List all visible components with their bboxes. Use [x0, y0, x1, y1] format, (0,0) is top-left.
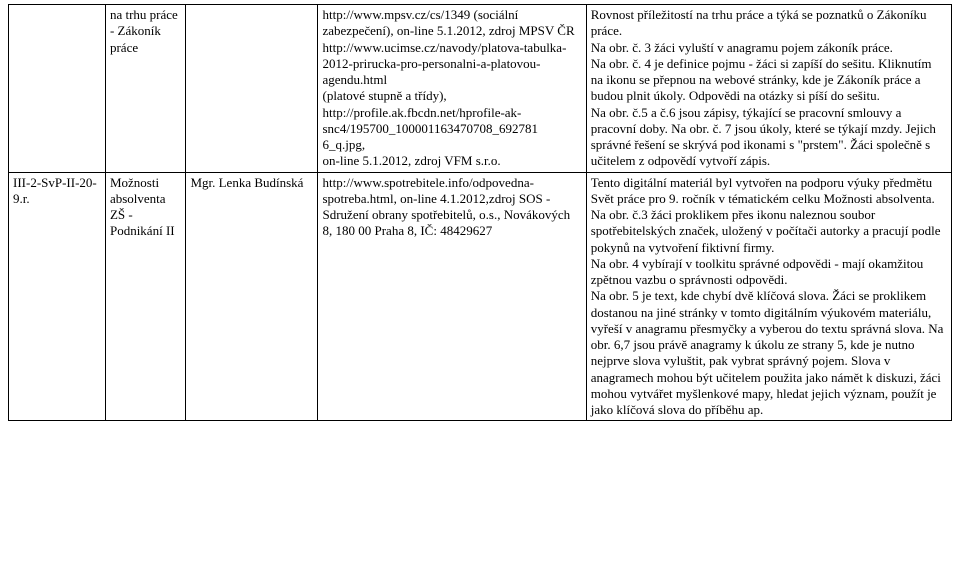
cell-author: Mgr. Lenka Budínská	[186, 172, 318, 421]
cell-sources: http://www.mpsv.cz/cs/1349 (sociální zab…	[318, 5, 586, 173]
cell-author	[186, 5, 318, 173]
cell-sources: http://www.spotrebitele.info/odpovedna-s…	[318, 172, 586, 421]
table-row: III-2-SvP-II-20-9.r. Možnosti absolventa…	[9, 172, 952, 421]
cell-topic: Možnosti absolventa ZŠ - Podnikání II	[105, 172, 185, 421]
cell-description: Rovnost příležitostí na trhu práce a týk…	[586, 5, 951, 173]
document-table: na trhu práce - Zákoník práce http://www…	[8, 4, 952, 421]
cell-code	[9, 5, 106, 173]
cell-code: III-2-SvP-II-20-9.r.	[9, 172, 106, 421]
cell-topic: na trhu práce - Zákoník práce	[105, 5, 185, 173]
table-row: na trhu práce - Zákoník práce http://www…	[9, 5, 952, 173]
cell-description: Tento digitální materiál byl vytvořen na…	[586, 172, 951, 421]
